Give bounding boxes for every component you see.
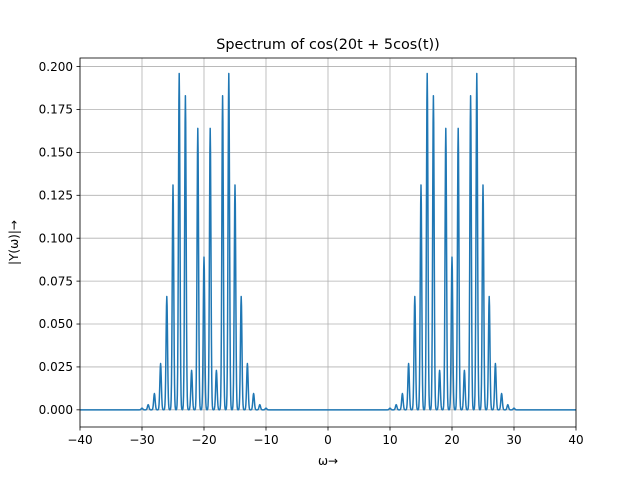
x-tick-label: 0 bbox=[324, 433, 332, 447]
y-tick-label: 0.125 bbox=[39, 189, 73, 203]
y-tick-label: 0.025 bbox=[39, 360, 73, 374]
x-axis-label: ω→ bbox=[318, 454, 338, 468]
x-tick-label: 30 bbox=[506, 433, 521, 447]
y-tick-label: 0.200 bbox=[39, 60, 73, 74]
grid-lines bbox=[79, 58, 577, 427]
y-tick-label: 0.000 bbox=[39, 403, 73, 417]
y-tick-label: 0.050 bbox=[39, 317, 73, 331]
x-tick-label: −10 bbox=[253, 433, 278, 447]
x-tick-label: 20 bbox=[444, 433, 459, 447]
series-group bbox=[79, 72, 577, 411]
x-tick-label: −20 bbox=[191, 433, 216, 447]
y-tick-label: 0.100 bbox=[39, 231, 73, 245]
y-axis-label: |Y(ω)|→ bbox=[7, 220, 21, 265]
x-tick-label: 10 bbox=[382, 433, 397, 447]
x-tick-label: 40 bbox=[568, 433, 583, 447]
y-tick-label: 0.175 bbox=[39, 103, 73, 117]
x-tick-label: −40 bbox=[67, 433, 92, 447]
x-axis: −40 −30 −20 −10 0 10 20 30 40 bbox=[67, 427, 584, 447]
chart-title: Spectrum of cos(20t + 5cos(t)) bbox=[216, 37, 440, 53]
x-tick-label: −30 bbox=[129, 433, 154, 447]
y-tick-label: 0.075 bbox=[39, 274, 73, 288]
spectrum-line bbox=[79, 72, 577, 411]
y-tick-label: 0.150 bbox=[39, 146, 73, 160]
y-axis: 0.000 0.025 0.050 0.075 0.100 0.125 0.150 0.175… bbox=[39, 60, 80, 417]
